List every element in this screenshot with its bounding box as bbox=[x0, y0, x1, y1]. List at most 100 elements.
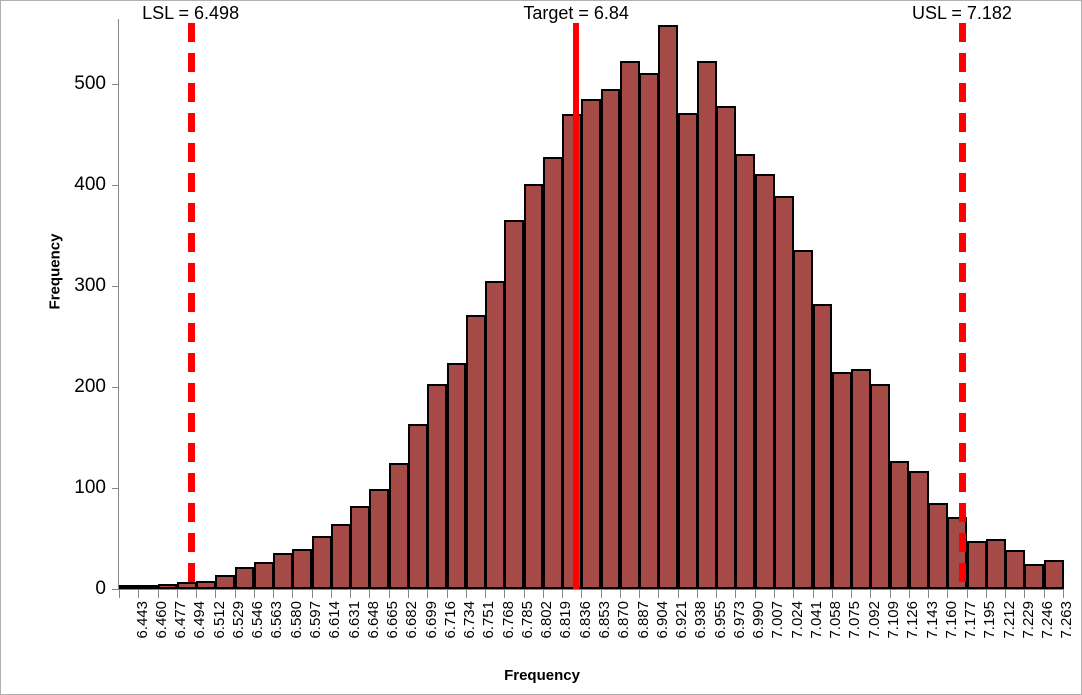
histogram-bar bbox=[831, 371, 852, 589]
x-axis-tick bbox=[716, 590, 718, 598]
histogram-bar bbox=[407, 424, 428, 589]
histogram-bar bbox=[793, 250, 814, 589]
y-axis-tick-label: 200 bbox=[74, 375, 106, 397]
histogram-bar bbox=[138, 585, 159, 589]
y-axis-tick bbox=[112, 386, 119, 388]
x-axis-tick-label: 7.109 bbox=[884, 601, 902, 639]
x-axis-tick-label: 6.836 bbox=[576, 601, 594, 639]
x-axis-tick bbox=[870, 590, 872, 598]
lsl-spec-line bbox=[187, 23, 195, 589]
x-axis-tick bbox=[196, 590, 198, 598]
x-axis-tick bbox=[908, 590, 910, 598]
x-axis-tick-label: 6.460 bbox=[152, 601, 170, 639]
x-axis-tick-label: 6.580 bbox=[287, 601, 305, 639]
x-axis-tick-label: 7.246 bbox=[1039, 601, 1057, 639]
x-axis-tick-label: 6.563 bbox=[268, 601, 286, 639]
histogram-bar bbox=[176, 581, 197, 589]
x-axis-tick bbox=[1063, 590, 1064, 598]
x-axis-tick-label: 6.904 bbox=[653, 601, 671, 639]
usl-spec-line bbox=[959, 23, 967, 589]
y-axis-tick-label: 400 bbox=[74, 173, 106, 195]
histogram-bar bbox=[388, 462, 409, 589]
histogram-bar bbox=[928, 503, 948, 589]
histogram-bar bbox=[908, 470, 929, 589]
histogram-bar bbox=[889, 460, 910, 589]
x-axis-tick-label: 7.177 bbox=[962, 601, 980, 639]
x-axis-tick bbox=[427, 590, 429, 598]
x-axis-tick-label: 6.699 bbox=[422, 601, 440, 639]
x-axis-tick bbox=[330, 590, 332, 598]
x-axis-tick-label: 6.443 bbox=[133, 601, 151, 639]
x-axis-tick-label: 6.546 bbox=[249, 601, 267, 639]
x-axis-tick bbox=[793, 590, 795, 598]
histogram-bar bbox=[253, 561, 274, 589]
x-axis-tick-label: 7.058 bbox=[827, 601, 845, 639]
histogram-bar bbox=[696, 61, 717, 589]
x-axis-tick bbox=[658, 590, 660, 598]
x-axis-tick-label: 6.955 bbox=[711, 601, 729, 639]
x-axis-tick bbox=[292, 590, 294, 598]
histogram-bar bbox=[292, 548, 313, 589]
histogram-bar bbox=[1043, 559, 1064, 589]
histogram-bar bbox=[851, 368, 871, 589]
x-axis-tick bbox=[831, 590, 833, 598]
x-axis-tick-label: 6.853 bbox=[596, 601, 613, 639]
y-axis-line bbox=[118, 19, 119, 589]
histogram-bar bbox=[639, 72, 660, 589]
x-axis-tick-label: 7.092 bbox=[865, 601, 883, 639]
y-axis-tick-label: 100 bbox=[74, 476, 106, 498]
x-axis-tick bbox=[176, 590, 178, 598]
histogram-bar bbox=[542, 157, 563, 589]
histogram-bar bbox=[350, 506, 371, 589]
x-axis-title: Frequency bbox=[504, 667, 580, 684]
histogram-bar bbox=[234, 566, 255, 589]
x-axis-tick-label: 6.973 bbox=[730, 601, 748, 639]
x-axis-tick-label: 7.263 bbox=[1058, 601, 1076, 639]
x-axis-tick-label: 6.597 bbox=[307, 601, 325, 639]
histogram-bar bbox=[119, 585, 139, 589]
y-axis-tick bbox=[112, 285, 119, 287]
x-axis-tick bbox=[600, 590, 602, 598]
x-axis-tick bbox=[504, 590, 506, 598]
histogram-bar bbox=[311, 536, 332, 589]
x-axis-tick-label: 7.195 bbox=[981, 601, 999, 639]
histogram-bar bbox=[523, 183, 544, 589]
x-axis-tick-label: 7.041 bbox=[807, 601, 825, 639]
x-axis-tick-label: 6.887 bbox=[634, 601, 652, 639]
x-axis-tick-label: 6.682 bbox=[403, 601, 421, 639]
histogram-bar bbox=[369, 488, 390, 589]
x-axis-tick bbox=[696, 590, 698, 598]
x-axis-tick-label: 6.665 bbox=[384, 601, 402, 639]
y-axis-tick-label: 0 bbox=[95, 578, 106, 599]
histogram-bar bbox=[465, 315, 486, 589]
x-axis-tick bbox=[966, 590, 968, 598]
histogram-bar bbox=[619, 61, 640, 589]
x-axis-tick bbox=[619, 590, 621, 598]
histogram-bar bbox=[677, 112, 698, 589]
lsl-spec-label: LSL = 6.498 bbox=[142, 3, 240, 23]
x-axis-tick-label: 7.143 bbox=[923, 601, 941, 639]
x-axis-tick-label: 6.938 bbox=[692, 601, 710, 639]
x-axis-tick bbox=[485, 590, 487, 598]
histogram-bar bbox=[600, 88, 621, 589]
histogram-bar bbox=[446, 362, 467, 589]
x-axis-tick-label: 6.802 bbox=[538, 601, 556, 639]
histogram-bar bbox=[716, 105, 737, 589]
x-axis-tick bbox=[253, 590, 255, 598]
x-axis-tick-label: 7.075 bbox=[846, 601, 864, 639]
x-axis-tick-label: 6.494 bbox=[191, 601, 209, 639]
histogram-bar bbox=[812, 303, 833, 589]
x-axis-tick bbox=[215, 590, 217, 598]
x-axis-tick-label: 6.529 bbox=[229, 601, 247, 639]
x-axis-tick bbox=[1005, 590, 1007, 598]
x-axis-tick bbox=[928, 590, 930, 598]
x-axis-tick-label: 6.990 bbox=[750, 601, 768, 639]
x-axis-tick bbox=[677, 590, 679, 598]
histogram-bar bbox=[1024, 563, 1045, 589]
x-axis-tick-label: 7.007 bbox=[769, 601, 787, 639]
x-axis-tick bbox=[446, 590, 448, 598]
x-axis-tick bbox=[562, 590, 564, 598]
x-axis-tick-label: 6.768 bbox=[499, 601, 517, 639]
x-axis-tick bbox=[851, 590, 853, 598]
